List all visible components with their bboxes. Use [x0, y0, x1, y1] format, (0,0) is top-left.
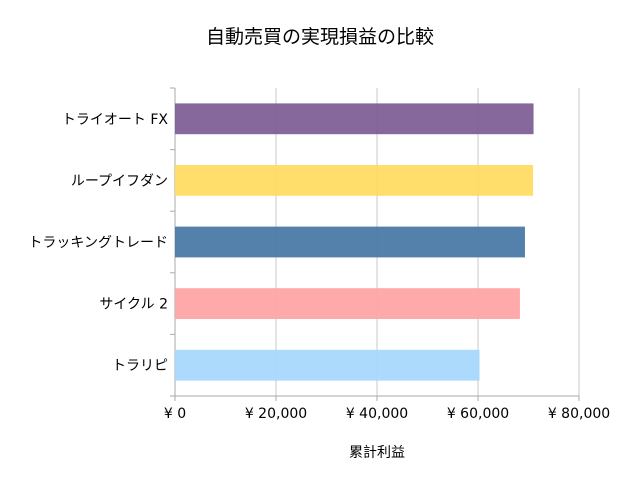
x-tick-label: ¥ 80,000 — [548, 406, 610, 422]
bar — [175, 165, 534, 196]
bar — [175, 226, 525, 258]
x-tick-label: ¥ 20,000 — [245, 406, 307, 422]
y-tick-label: トラリピ — [112, 358, 168, 374]
bar — [175, 288, 520, 319]
x-tick-label: ¥ 60,000 — [447, 406, 509, 422]
x-axis-label: 累計利益 — [349, 445, 405, 461]
y-tick-label: トライオート FX — [62, 112, 169, 128]
y-tick-label: サイクル 2 — [99, 297, 168, 313]
x-tick-label: ¥ 40,000 — [346, 406, 408, 422]
y-tick-label: ループイフダン — [71, 173, 168, 189]
chart-title: 自動売買の実現損益の比較 — [205, 26, 434, 48]
x-tick-label: ¥ 0 — [164, 406, 186, 422]
y-tick-label: トラッキングトレード — [28, 235, 168, 251]
bar — [175, 349, 480, 381]
bar — [175, 103, 534, 135]
